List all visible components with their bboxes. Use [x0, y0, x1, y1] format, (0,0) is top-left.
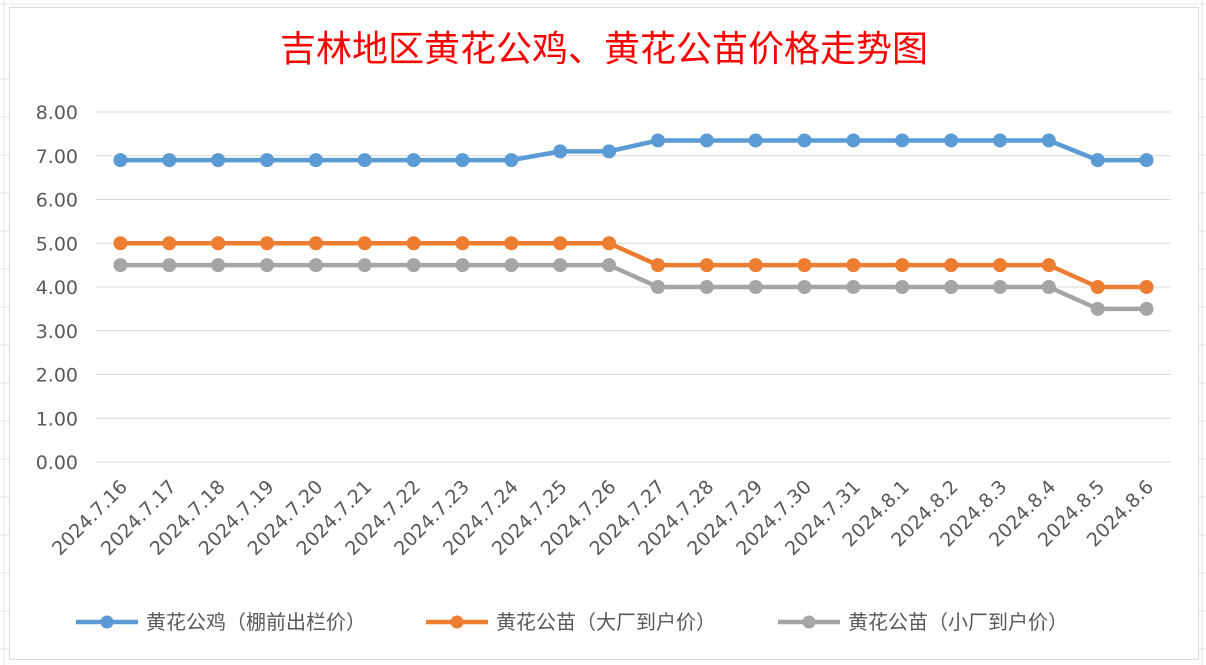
data-point	[602, 144, 617, 159]
series-1	[113, 133, 1154, 168]
series-line	[118, 138, 1149, 163]
data-point	[260, 258, 275, 273]
data-point	[553, 144, 568, 159]
data-point	[797, 258, 812, 273]
data-point	[406, 236, 421, 251]
legend-label: 黄花公鸡（棚前出栏价）	[146, 610, 366, 634]
legend-label: 黄花公苗（小厂到户价）	[848, 610, 1068, 634]
data-point	[1139, 301, 1154, 316]
data-point	[357, 236, 372, 251]
data-point	[846, 133, 861, 148]
data-point	[748, 280, 763, 294]
y-tick-label: 6.00	[36, 190, 78, 212]
data-point	[260, 236, 275, 251]
data-point	[797, 280, 812, 294]
data-point	[748, 133, 763, 148]
data-point	[211, 153, 226, 168]
data-point	[308, 153, 323, 168]
y-tick-label: 0.00	[36, 452, 78, 474]
data-point	[1041, 133, 1056, 148]
data-point	[602, 258, 617, 273]
data-point	[1041, 280, 1056, 294]
data-point	[162, 153, 177, 168]
data-point	[308, 236, 323, 251]
data-point	[260, 153, 275, 168]
y-tick-label: 1.00	[36, 408, 78, 430]
legend-item: 黄花公苗（小厂到户价）	[778, 610, 1068, 634]
data-point	[992, 258, 1007, 273]
data-point	[650, 133, 665, 148]
data-point	[992, 280, 1007, 294]
data-point	[162, 258, 177, 273]
y-tick-label: 5.00	[36, 233, 78, 255]
data-point	[699, 133, 714, 148]
legend-marker	[100, 615, 114, 629]
series-3	[113, 258, 1154, 316]
data-point	[553, 236, 568, 251]
y-tick-label: 7.00	[36, 146, 78, 168]
price-trend-chart: 吉林地区黄花公鸡、黄花公苗价格走势图 0.00 1.00 2.00 3.00 4.00 5…	[36, 29, 1171, 634]
data-point	[504, 258, 519, 273]
data-point	[1041, 258, 1056, 273]
data-point	[1090, 301, 1105, 316]
chart-title: 吉林地区黄花公鸡、黄花公苗价格走势图	[280, 29, 928, 70]
y-tick-label: 8.00	[36, 102, 78, 124]
data-point	[895, 133, 910, 148]
data-point	[699, 280, 714, 294]
data-point	[699, 258, 714, 273]
data-point	[1139, 280, 1154, 294]
data-point	[504, 153, 519, 168]
data-point	[895, 280, 910, 294]
y-tick-label: 4.00	[36, 277, 78, 299]
data-point	[455, 153, 470, 168]
data-point	[211, 258, 226, 273]
data-point	[748, 258, 763, 273]
legend-marker	[450, 615, 464, 629]
data-point	[797, 133, 812, 148]
data-point	[846, 258, 861, 273]
data-point	[1090, 280, 1105, 294]
data-point	[406, 258, 421, 273]
data-point	[162, 236, 177, 251]
data-point	[846, 280, 861, 294]
data-point	[992, 133, 1007, 148]
data-point	[211, 236, 226, 251]
legend-marker	[802, 615, 816, 629]
data-point	[1139, 153, 1154, 168]
data-point	[944, 280, 959, 294]
y-tick-label: 3.00	[36, 321, 78, 343]
data-point	[504, 236, 519, 251]
legend-item: 黄花公鸡（棚前出栏价）	[76, 610, 366, 634]
series-2	[113, 236, 1154, 294]
legend-item: 黄花公苗（大厂到户价）	[426, 610, 716, 634]
data-point	[650, 258, 665, 273]
data-point	[113, 153, 128, 168]
data-point	[455, 258, 470, 273]
data-point	[895, 258, 910, 273]
data-point	[553, 258, 568, 273]
data-point	[357, 258, 372, 273]
y-tick-label: 2.00	[36, 365, 78, 387]
data-point	[308, 258, 323, 273]
data-point	[1090, 153, 1105, 168]
data-point	[944, 258, 959, 273]
data-point	[455, 236, 470, 251]
series-line	[118, 262, 1149, 312]
data-point	[113, 258, 128, 273]
data-point	[650, 280, 665, 294]
data-point	[944, 133, 959, 148]
legend-label: 黄花公苗（大厂到户价）	[496, 610, 716, 634]
data-point	[406, 153, 421, 168]
chart-area: 吉林地区黄花公鸡、黄花公苗价格走势图 0.00 1.00 2.00 3.00 4.00 5…	[9, 7, 1199, 660]
data-point	[113, 236, 128, 251]
data-point	[357, 153, 372, 168]
data-point	[602, 236, 617, 251]
series-line	[118, 241, 1149, 290]
